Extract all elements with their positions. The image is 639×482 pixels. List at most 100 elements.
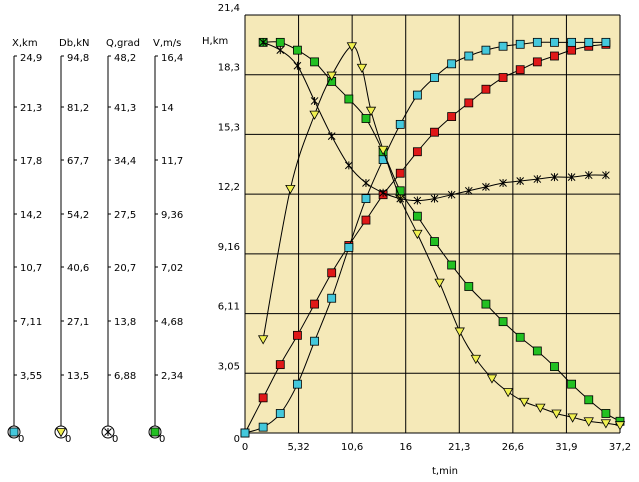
- aux-tick-label: 9,36: [161, 210, 183, 221]
- series-point: [498, 73, 508, 82]
- series-point: [567, 37, 577, 47]
- series-point: [434, 278, 445, 288]
- aux-tick-label: 3,55: [20, 371, 42, 382]
- aux-tick-label: 2,34: [161, 371, 183, 382]
- y-tick-label: 21,4: [218, 3, 240, 14]
- aux-tick-label: 7,02: [161, 263, 183, 274]
- aux-tick-label: 54,2: [67, 210, 89, 221]
- aux-axes: X,km 24,9 21,3 17,8 14,2 10,7 7,11 3,55 0 Db,kN 94…: [7, 38, 183, 445]
- series-point: [602, 171, 610, 180]
- series-line: [244, 43, 606, 434]
- aux-legend-marker: [9, 427, 19, 437]
- series-point: [310, 299, 319, 309]
- aux-tick-label: 6,88: [114, 371, 136, 382]
- series-point: [430, 237, 439, 246]
- aux-tick-label: 0: [65, 434, 71, 445]
- series-point: [519, 397, 530, 408]
- series-point: [344, 161, 353, 170]
- aux-axis-title: V,m/s: [153, 38, 181, 49]
- series-point: [379, 188, 387, 197]
- series-point: [310, 336, 319, 346]
- series-point: [515, 332, 525, 342]
- series-layer: [240, 37, 626, 438]
- series-point: [326, 71, 337, 81]
- series-point: [464, 51, 474, 61]
- series-point: [310, 57, 319, 67]
- series-point: [275, 360, 285, 370]
- y-tick-label: 18,3: [218, 63, 240, 74]
- aux-tick-label: 16,4: [161, 53, 183, 64]
- series-point: [293, 330, 302, 340]
- series-point: [464, 186, 473, 195]
- ticks: 0 5,32 10,6 16 21,3 26,6 31,9 37,2 0 3,05 6,11 9,16…: [218, 3, 631, 453]
- aux-legend-marker: [55, 428, 67, 438]
- series-line: [244, 41, 606, 434]
- grid: [244, 14, 621, 434]
- series-point: [482, 182, 490, 191]
- aux-tick-label: 27,1: [67, 317, 89, 328]
- x-tick-label: 0: [242, 442, 248, 453]
- series-point: [344, 243, 354, 252]
- aux-tick-label: 13,5: [67, 371, 89, 382]
- series-point: [430, 73, 439, 82]
- series-point: [600, 419, 612, 429]
- series-point: [584, 395, 594, 405]
- series-point: [567, 379, 577, 389]
- series-point: [327, 268, 337, 278]
- aux-tick-label: 0: [159, 434, 165, 445]
- aux-tick-label: 0: [112, 434, 118, 445]
- series-point: [567, 413, 578, 423]
- series-point: [515, 39, 525, 49]
- series-point: [601, 37, 611, 47]
- series-point: [310, 96, 319, 105]
- series-point: [601, 409, 611, 418]
- series-point: [275, 409, 285, 418]
- series-point: [412, 147, 422, 157]
- y-tick-label: 0: [234, 434, 240, 445]
- series-point: [258, 393, 268, 403]
- series-point: [614, 421, 626, 431]
- series-point: [257, 335, 269, 345]
- series-point: [515, 65, 525, 75]
- series-point: [481, 45, 491, 55]
- series-point: [447, 260, 457, 270]
- series-point: [584, 37, 594, 47]
- series-line: [263, 41, 621, 422]
- y-tick-label: 9,16: [218, 242, 240, 253]
- series-point: [276, 46, 285, 55]
- aux-tick-label: 17,8: [20, 156, 42, 167]
- series-point: [293, 379, 302, 389]
- y-tick-label: 6,11: [218, 302, 240, 313]
- aux-axis: Db,kN 94,8 81,2 67,7 54,2 40,6 27,1 13,5 0: [54, 38, 90, 445]
- aux-tick-label: 21,3: [20, 103, 42, 114]
- y-axis-label: H,km: [202, 36, 228, 47]
- aux-tick-label: 27,5: [114, 210, 136, 221]
- series-point: [447, 112, 457, 121]
- series-point: [499, 178, 507, 187]
- x-tick-label: 5,32: [287, 442, 309, 453]
- series-point: [567, 45, 577, 55]
- series-point: [567, 173, 576, 182]
- series-point: [532, 346, 542, 356]
- series-point: [346, 42, 358, 52]
- aux-tick-label: 34,4: [114, 156, 136, 167]
- series-point: [551, 409, 562, 419]
- series-point: [413, 196, 422, 205]
- aux-tick-label: 41,3: [114, 103, 136, 114]
- series-point: [486, 374, 498, 384]
- x-tick-label: 37,2: [609, 442, 631, 453]
- series-point: [362, 178, 370, 187]
- series-point: [447, 59, 457, 69]
- series-point: [327, 293, 337, 303]
- aux-tick-label: 10,7: [20, 263, 42, 274]
- aux-axis: X,km 24,9 21,3 17,8 14,2 10,7 7,11 3,55 0: [7, 38, 42, 445]
- aux-tick-label: 14,2: [20, 210, 42, 221]
- aux-axis-title: X,km: [12, 38, 38, 49]
- series-point: [430, 127, 439, 137]
- aux-tick-label: 13,8: [114, 317, 136, 328]
- y-tick-label: 15,3: [218, 122, 240, 133]
- y-tick-label: 12,2: [218, 182, 240, 193]
- series-point: [259, 38, 267, 47]
- series-point: [293, 61, 302, 70]
